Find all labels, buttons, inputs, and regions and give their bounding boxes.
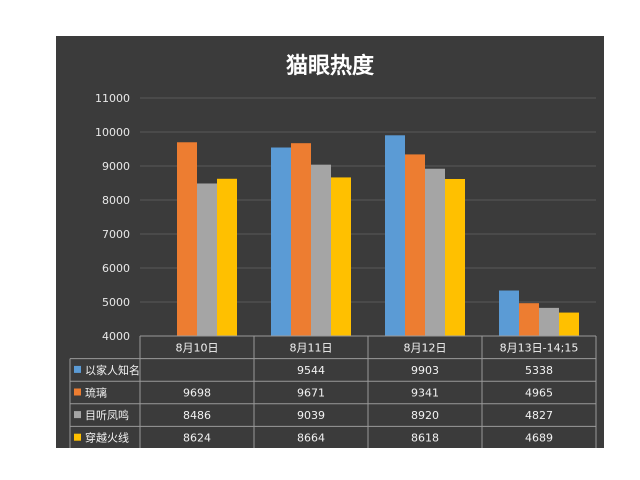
- y-tick-label: 5000: [102, 296, 130, 309]
- y-tick-label: 7000: [102, 228, 130, 241]
- bar: [445, 178, 465, 336]
- data-table-value: 9903: [411, 364, 439, 377]
- data-table-value: 8664: [297, 432, 325, 445]
- bar: [271, 147, 291, 336]
- y-tick-label: 9000: [102, 160, 130, 173]
- legend-swatch: [74, 433, 81, 441]
- y-tick-label: 6000: [102, 262, 130, 275]
- x-tick-label: 8月11日: [290, 341, 333, 354]
- data-table-value: 4689: [525, 432, 553, 445]
- bar: [425, 168, 445, 336]
- bar: [331, 177, 351, 336]
- data-table-value: 5338: [525, 364, 553, 377]
- legend-label: 琉璃: [85, 386, 107, 400]
- y-tick-label: 11000: [95, 92, 130, 105]
- legend-label: 目听凤鸣: [85, 408, 129, 422]
- bar: [311, 164, 331, 336]
- chart-title: 猫眼热度: [286, 53, 375, 79]
- bar: [197, 183, 217, 336]
- y-tick-label: 8000: [102, 194, 130, 207]
- y-tick-label: 4000: [102, 330, 130, 343]
- bar: [519, 303, 539, 336]
- data-table-value: 8920: [411, 409, 439, 422]
- data-table-value: 9341: [411, 387, 439, 400]
- data-table-value: 9544: [297, 364, 325, 377]
- data-table-value: 9039: [297, 409, 325, 422]
- data-table-value: 8618: [411, 432, 439, 445]
- legend-swatch: [74, 411, 81, 419]
- x-tick-label: 8月12日: [404, 341, 447, 354]
- legend-swatch: [74, 388, 81, 396]
- bar: [499, 290, 519, 336]
- data-table-value: 4827: [525, 409, 553, 422]
- bar: [291, 143, 311, 336]
- chart-panel: 猫眼热度 4000 5000 6000 7000 8000 9000 10000 11000 …: [56, 36, 604, 448]
- data-table-value: 9698: [183, 387, 211, 400]
- y-tick-label: 10000: [95, 126, 130, 139]
- bar: [405, 154, 425, 336]
- bar-chart: 猫眼热度 4000500060007000800090001000011000 …: [69, 53, 597, 448]
- x-tick-label: 8月13日-14;15: [500, 341, 579, 354]
- bar: [539, 307, 559, 336]
- data-table-value: 4965: [525, 387, 553, 400]
- data-table-value: 9671: [297, 387, 325, 400]
- legend-label: 以家人知名: [85, 363, 140, 377]
- legend-label: 穿越火线: [85, 431, 129, 445]
- bar: [559, 312, 579, 336]
- legend-swatch: [74, 365, 81, 373]
- bar: [385, 135, 405, 336]
- data-table-value: 8486: [183, 409, 211, 422]
- data-table-value: 8624: [183, 432, 211, 445]
- x-tick-label: 8月10日: [176, 341, 219, 354]
- bar: [177, 142, 197, 336]
- bar: [217, 178, 237, 336]
